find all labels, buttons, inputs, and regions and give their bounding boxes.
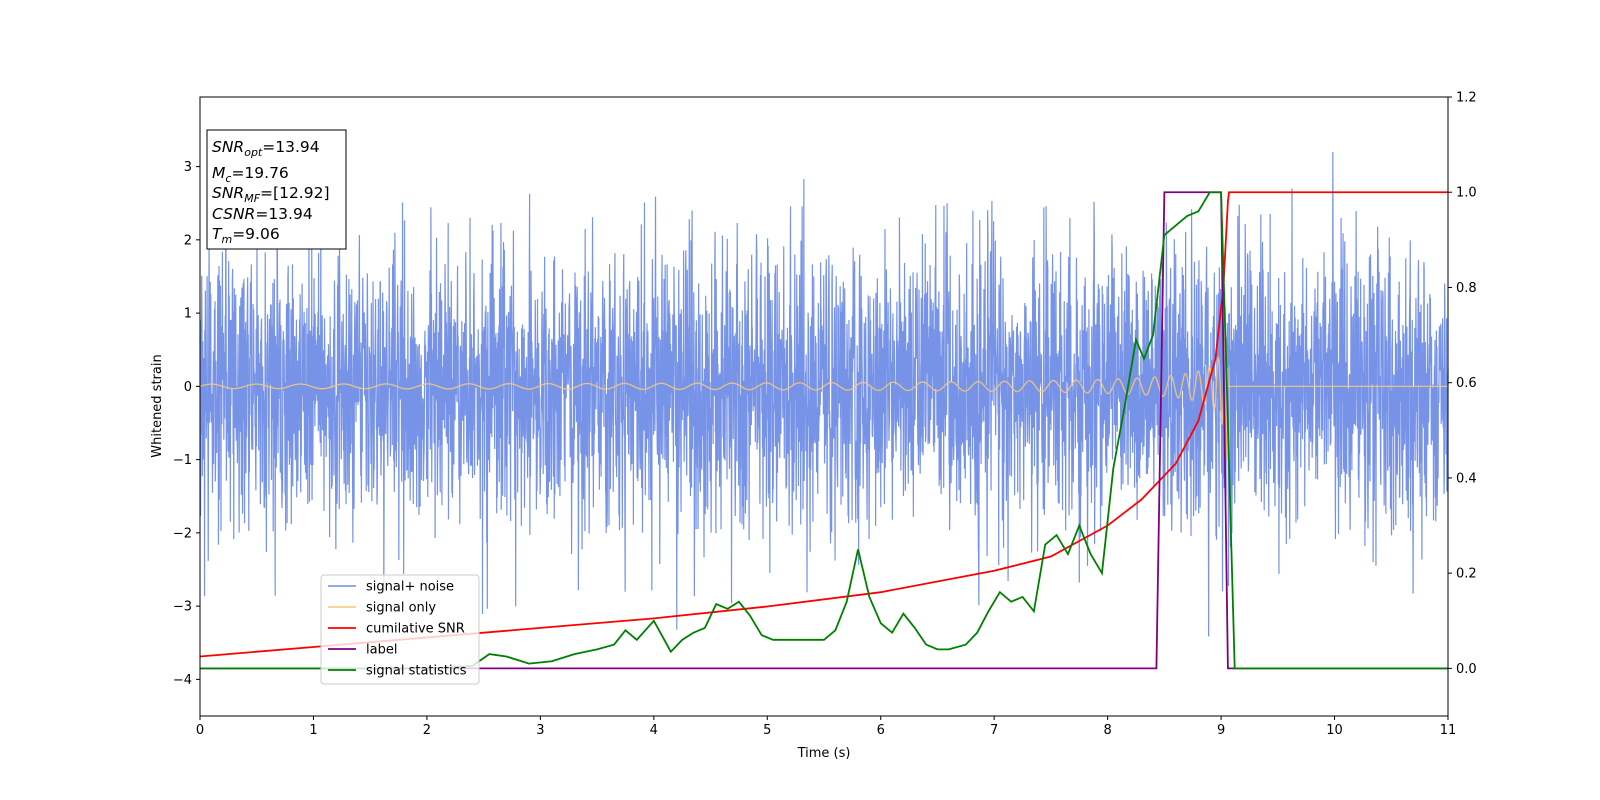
legend-label: signal only bbox=[366, 601, 436, 616]
annotation-line: SNRopt=13.94 bbox=[212, 138, 320, 159]
x-axis: 0 1 2 3 4 5 6 7 8 9 10 11 bbox=[196, 716, 1456, 738]
x-tick-label: 4 bbox=[650, 723, 658, 738]
legend-item: signal only bbox=[328, 601, 436, 616]
x-tick-label: 3 bbox=[536, 723, 544, 738]
y-tick-label: 2 bbox=[184, 233, 192, 248]
y2-tick-label: 0.4 bbox=[1456, 471, 1477, 486]
x-tick-label: 7 bbox=[990, 723, 998, 738]
legend-item: cumilative SNR bbox=[328, 622, 465, 637]
y2-tick-label: 0.0 bbox=[1456, 662, 1477, 677]
y-tick-label: 1 bbox=[184, 307, 192, 322]
line-signal-only bbox=[199, 331, 1448, 459]
y2-tick-label: 0.2 bbox=[1456, 567, 1477, 582]
annotation-line: Mc=19.76 bbox=[212, 164, 289, 185]
legend-label: label bbox=[366, 643, 397, 658]
x-tick-label: 0 bbox=[196, 723, 204, 738]
annotation-frame bbox=[206, 129, 347, 250]
y2-tick-label: 1.0 bbox=[1456, 186, 1477, 201]
legend-item: signal statistics bbox=[328, 664, 467, 679]
y2-tick-label: 1.2 bbox=[1456, 91, 1477, 106]
legend-label: signal statistics bbox=[366, 664, 467, 679]
x-tick-label: 2 bbox=[423, 723, 431, 738]
x-tick-label: 5 bbox=[763, 723, 771, 738]
y-axis-title: Whitened strain bbox=[150, 354, 165, 457]
line-signal-statistics bbox=[200, 191, 1448, 670]
x-axis-title: Time (s) bbox=[797, 746, 851, 761]
y-tick-label: −3 bbox=[173, 600, 192, 615]
y-axis-right: 0.0 0.2 0.4 0.6 0.8 1.0 1.2 bbox=[1448, 91, 1477, 677]
y-tick-label: 0 bbox=[184, 380, 192, 395]
x-tick-label: 9 bbox=[1217, 723, 1225, 738]
annotation-line: CSNR=13.94 bbox=[212, 205, 313, 223]
legend-frame bbox=[320, 574, 480, 685]
y-tick-label: −2 bbox=[173, 526, 192, 541]
legend-label: cumilative SNR bbox=[366, 622, 465, 637]
legend-label: signal+ noise bbox=[366, 580, 454, 595]
y-tick-label: 3 bbox=[184, 160, 192, 175]
y-axis-left: −4 −3 −2 −1 0 1 2 3 bbox=[173, 160, 200, 688]
series-signal-statistics bbox=[200, 191, 1448, 670]
annotation-line: SNRMF=[12.92] bbox=[212, 184, 330, 205]
x-tick-label: 6 bbox=[877, 723, 885, 738]
plot-frame bbox=[199, 96, 1449, 717]
y2-tick-label: 0.6 bbox=[1456, 376, 1477, 391]
x-tick-label: 8 bbox=[1103, 723, 1111, 738]
x-tick-label: 1 bbox=[309, 723, 317, 738]
legend-item: label bbox=[328, 643, 397, 658]
legend-item: signal+ noise bbox=[328, 580, 454, 595]
x-tick-label: 10 bbox=[1326, 723, 1343, 738]
annotation-line: Tm=9.06 bbox=[212, 225, 280, 246]
legend: signal+ noise signal only cumilative SNR la… bbox=[320, 574, 480, 685]
y2-tick-label: 0.8 bbox=[1456, 281, 1477, 296]
y-tick-label: −4 bbox=[173, 673, 192, 688]
y-tick-label: −1 bbox=[173, 453, 192, 468]
annotation-box: SNRopt=13.94 Mc=19.76SNRMF=[12.92]CSNR=13… bbox=[206, 129, 347, 250]
x-tick-label: 11 bbox=[1440, 723, 1457, 738]
series-signal-only bbox=[199, 331, 1448, 459]
